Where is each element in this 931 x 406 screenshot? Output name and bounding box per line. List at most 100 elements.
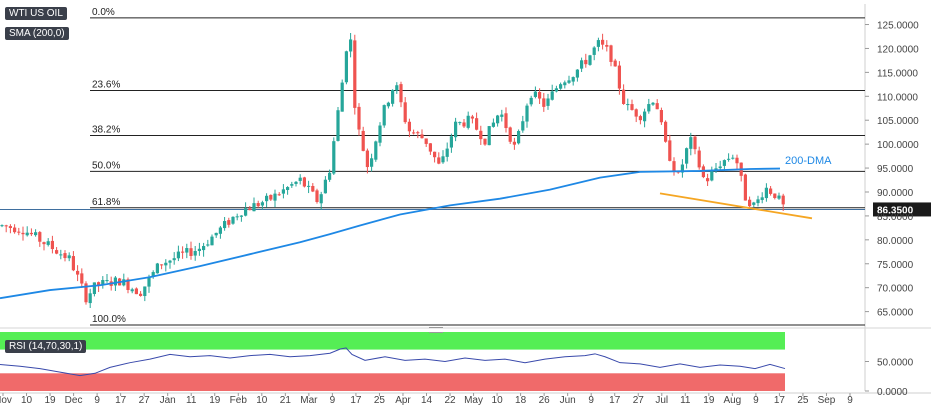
time-tick-label: 27	[633, 395, 645, 406]
time-tick-label: 17	[774, 395, 786, 406]
candle-body	[462, 122, 466, 127]
candle-body	[281, 189, 285, 194]
candle-body	[143, 286, 147, 297]
time-tick-label: 9	[330, 395, 336, 406]
candle-body	[764, 187, 768, 199]
fibonacci-label: 61.8%	[92, 197, 120, 208]
candle-body	[273, 193, 277, 201]
candle-body	[756, 199, 760, 204]
candle-body	[260, 202, 264, 206]
candle-body	[559, 84, 563, 89]
candle-body	[214, 232, 218, 236]
pane-resize-handle[interactable]	[429, 327, 443, 333]
candle-body	[357, 106, 361, 130]
candle-body	[630, 104, 634, 110]
candle-body	[294, 181, 298, 184]
fibonacci-label: 50.0%	[92, 160, 120, 171]
candle-body	[483, 138, 487, 145]
candle-body	[311, 186, 315, 192]
candle-body	[139, 293, 143, 296]
candle-body	[512, 141, 516, 145]
candle-body	[38, 232, 42, 242]
candle-body	[193, 251, 197, 256]
price-tick-label: 85.0000	[877, 212, 914, 223]
candle-body	[617, 65, 621, 89]
rsi-pane	[0, 332, 786, 391]
rsi-line	[0, 347, 786, 377]
candle-body	[571, 77, 575, 82]
candle-body	[0, 225, 4, 227]
candle-body	[181, 251, 185, 253]
candle-body	[269, 194, 273, 200]
candle-body	[693, 136, 697, 150]
time-tick-label: Apr	[395, 395, 411, 406]
candle-body	[197, 248, 201, 251]
candle-body	[592, 47, 596, 55]
candle-body	[769, 188, 773, 194]
chart-overlays: 200-DMA 86.3500	[0, 155, 931, 300]
candle-body	[55, 250, 59, 254]
time-tick-label: 11	[186, 395, 197, 406]
candle-body	[596, 40, 600, 47]
candle-body	[525, 105, 529, 122]
candle-body	[206, 244, 210, 246]
price-tick-label: 125.0000	[877, 21, 919, 32]
candle-body	[277, 194, 281, 196]
rsi-legend[interactable]: RSI (14,70,30,1)	[5, 340, 87, 353]
candle-body	[370, 158, 374, 167]
candle-body	[643, 111, 647, 122]
candle-body	[542, 98, 546, 107]
price-tick-label: 105.0000	[877, 116, 919, 127]
time-tick-label: 22	[444, 395, 456, 406]
candle-body	[697, 150, 701, 168]
candle-body	[781, 195, 785, 205]
candle-body	[651, 102, 655, 105]
candle-body	[336, 110, 340, 141]
sma-legend[interactable]: SMA (200,0)	[5, 27, 69, 40]
candle-body	[76, 270, 80, 275]
candle-body	[349, 39, 353, 52]
time-tick-label: Jan	[160, 395, 176, 406]
candle-body	[395, 85, 399, 91]
current-price-box	[873, 202, 931, 217]
candle-body	[210, 236, 214, 246]
time-tick-label: 10	[256, 395, 268, 406]
candle-body	[458, 122, 462, 124]
candle-body	[634, 109, 638, 117]
candle-body	[580, 60, 584, 69]
candle-body	[760, 197, 764, 200]
candle-body	[605, 44, 609, 47]
candle-body	[239, 215, 243, 217]
price-tick-label: 115.0000	[877, 68, 918, 79]
candle-body	[412, 132, 416, 134]
time-tick-label: Jun	[560, 395, 576, 406]
time-tick-label: Dec	[65, 395, 83, 406]
time-tick-label: Nov	[0, 395, 12, 406]
price-tick-label: 100.0000	[877, 140, 919, 151]
time-tick-label: 11	[680, 395, 691, 406]
candle-body	[265, 195, 269, 202]
symbol-legend[interactable]: WTI US OIL	[5, 7, 67, 20]
time-tick-label: 27	[139, 395, 151, 406]
candle-body	[130, 289, 134, 292]
candle-body	[97, 282, 101, 286]
candle-body	[218, 227, 222, 234]
candle-body	[235, 216, 239, 218]
candle-body	[714, 168, 718, 171]
candle-body	[374, 141, 378, 160]
candle-body	[185, 248, 189, 253]
candle-body	[80, 273, 84, 284]
candle-body	[521, 121, 525, 131]
candle-body	[487, 126, 491, 146]
candle-body	[319, 194, 323, 204]
price-tick-label: 110.0000	[877, 92, 918, 103]
candle-body	[500, 114, 504, 117]
time-tick-label: 10	[21, 395, 33, 406]
candle-body	[563, 82, 567, 86]
candle-body	[46, 241, 50, 245]
time-tick-label: Feb	[230, 395, 248, 406]
candle-body	[588, 55, 592, 65]
candle-body	[626, 104, 630, 106]
candle-body	[777, 195, 781, 199]
